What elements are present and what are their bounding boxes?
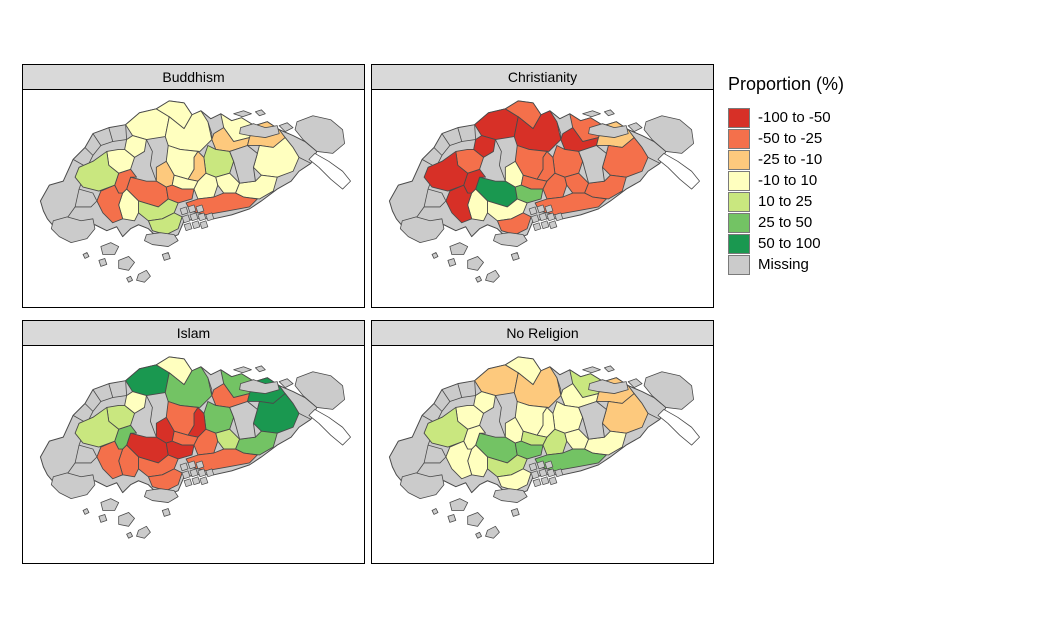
legend-title: Proportion (%) xyxy=(728,74,845,94)
legend-item: -10 to 10 xyxy=(728,170,844,191)
facet-strip-4: No Religion xyxy=(371,320,714,346)
legend-item: -50 to -25 xyxy=(728,128,844,149)
legend-swatch-icon xyxy=(728,212,750,233)
legend-swatch-icon xyxy=(728,170,750,191)
facet-panel-3: Islam xyxy=(22,320,365,564)
legend-item: 10 to 25 xyxy=(728,191,844,212)
legend-label: -25 to -10 xyxy=(758,151,823,168)
facet-panel-1: Buddhism xyxy=(22,64,365,308)
legend-label: 25 to 50 xyxy=(758,214,813,231)
legend-label: 50 to 100 xyxy=(758,235,821,252)
facet-body-4 xyxy=(371,346,714,564)
facet-title-4: No Religion xyxy=(506,325,579,341)
facet-body-3 xyxy=(22,346,365,564)
legend-swatch-icon xyxy=(728,191,750,212)
map-canvas-3 xyxy=(39,356,351,539)
facet-title-3: Islam xyxy=(176,325,211,341)
facet-strip-3: Islam xyxy=(22,320,365,346)
legend-item: -25 to -10 xyxy=(728,149,844,170)
facet-title-1: Buddhism xyxy=(162,69,225,85)
facet-body-2 xyxy=(371,90,714,308)
legend-item: 25 to 50 xyxy=(728,212,844,233)
map-canvas-2 xyxy=(388,100,700,283)
map-canvas-1 xyxy=(39,100,351,283)
legend-label: Missing xyxy=(758,256,809,273)
facet-panel-4: No Religion xyxy=(371,320,714,564)
legend-swatch-icon xyxy=(728,149,750,170)
facet-title-2: Christianity xyxy=(507,69,578,85)
legend-label: -10 to 10 xyxy=(758,172,818,189)
map-canvas-4 xyxy=(388,356,700,539)
legend-swatch-icon xyxy=(728,107,750,128)
legend-swatch-icon xyxy=(728,254,750,275)
facet-panel-2: Christianity xyxy=(371,64,714,308)
facet-strip-1: Buddhism xyxy=(22,64,365,90)
facet-body-1 xyxy=(22,90,365,308)
legend-item: 50 to 100 xyxy=(728,233,844,254)
legend-label: -100 to -50 xyxy=(758,109,831,126)
legend-label: 10 to 25 xyxy=(758,193,813,210)
legend-swatch-icon xyxy=(728,128,750,149)
legend-label: -50 to -25 xyxy=(758,130,823,147)
legend: Proportion (%) -100 to -50 -50 to -25 -2… xyxy=(728,74,844,275)
legend-item: -100 to -50 xyxy=(728,107,844,128)
facet-strip-2: Christianity xyxy=(371,64,714,90)
legend-item: Missing xyxy=(728,254,844,275)
legend-swatch-icon xyxy=(728,233,750,254)
